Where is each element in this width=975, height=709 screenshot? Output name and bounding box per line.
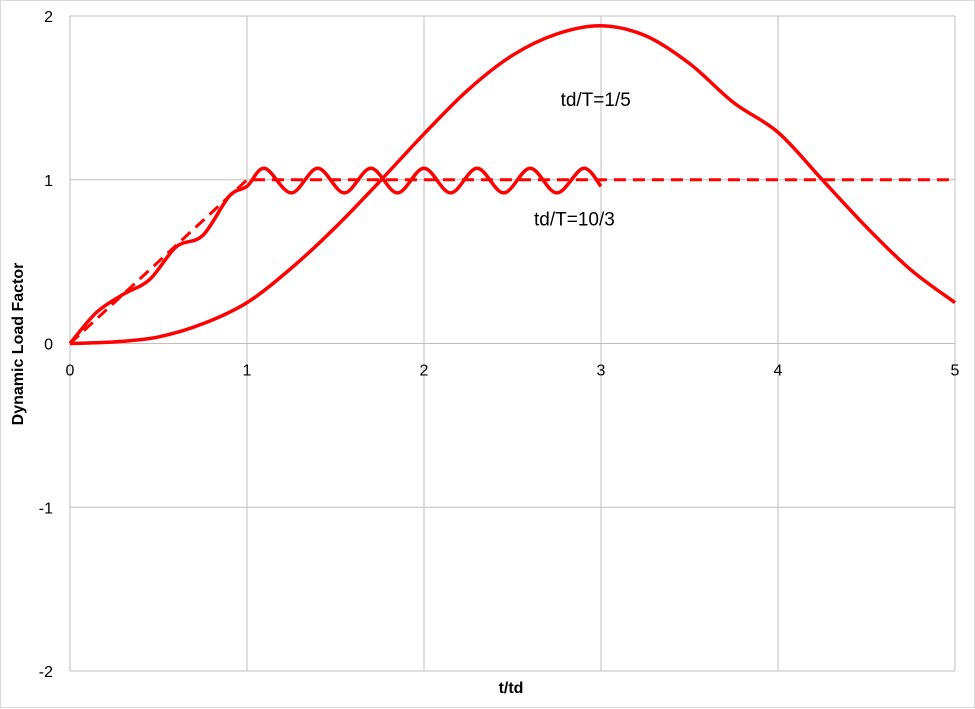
y-tick-label: -2: [39, 664, 53, 681]
series-line-1: [68, 166, 603, 345]
y-tick-label: -1: [39, 500, 53, 517]
x-tick-label: 5: [951, 363, 960, 380]
x-tick-label: 4: [774, 363, 783, 380]
y-tick-label: 1: [44, 173, 53, 190]
series-annotation: td/T=1/5: [561, 90, 631, 111]
series-group: [68, 24, 957, 346]
x-tick-label: 2: [420, 363, 429, 380]
y-tick-label: 0: [44, 337, 53, 354]
grid-lines: [69, 15, 956, 672]
x-tick-label: 1: [243, 363, 252, 380]
series-annotation: td/T=10/3: [534, 210, 615, 231]
y-axis-title: Dynamic Load Factor: [10, 263, 27, 426]
series-line-dashed: [68, 178, 955, 345]
y-tick-label: 2: [44, 9, 53, 26]
tick-labels: 0 1 2 3 4 5 -2 -1 0 1 2: [39, 9, 960, 681]
x-tick-label: 3: [597, 363, 606, 380]
x-tick-label: 0: [66, 363, 75, 380]
annotations: td/T=1/5 td/T=10/3: [534, 90, 631, 231]
x-axis-title: t/td: [499, 680, 524, 697]
series-line-2: [69, 24, 957, 346]
